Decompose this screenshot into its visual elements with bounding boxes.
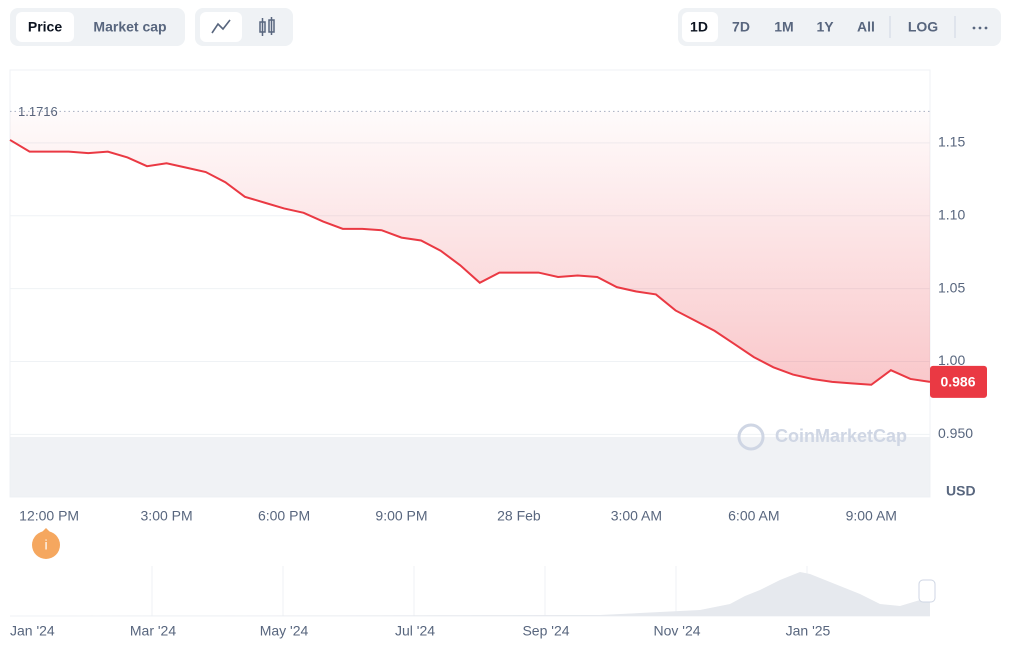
y-tick-label: 0.950 (938, 425, 973, 441)
price-line (9, 139, 931, 386)
range-button[interactable]: 1M (774, 19, 793, 35)
more-button[interactable] (972, 26, 988, 30)
candle-icon[interactable] (259, 17, 275, 36)
tab-active (16, 12, 74, 42)
x-tick-label: 9:00 AM (846, 508, 897, 524)
y-tick-label: 1.05 (938, 279, 965, 295)
y-tick-label: 1.10 (938, 206, 965, 222)
volume-band (10, 437, 930, 497)
view-tab[interactable]: Price (28, 19, 62, 35)
navigator-label: Mar '24 (130, 623, 176, 639)
range-button[interactable]: 1D (690, 19, 708, 35)
navigator-handle[interactable] (918, 579, 936, 603)
price-area (10, 111, 930, 385)
range-active (682, 12, 718, 42)
navigator-label: Jul '24 (395, 623, 435, 639)
price-badge (930, 365, 987, 398)
x-tick-label: 6:00 PM (258, 508, 310, 524)
price-badge-label: 0.986 (940, 374, 975, 390)
range-group (678, 8, 1001, 46)
navigator-label: May '24 (260, 623, 309, 639)
line-icon (211, 19, 231, 34)
range-button[interactable]: 1Y (816, 19, 834, 35)
unit-label: USD (946, 483, 976, 499)
watermark: CoinMarketCap (775, 426, 907, 446)
y-tick-label: 1.15 (938, 134, 965, 150)
x-tick-label: 12:00 PM (19, 508, 79, 524)
x-tick-label: 3:00 PM (141, 508, 193, 524)
range-button[interactable]: All (857, 19, 875, 35)
navigator-label: Jan '24 (10, 623, 55, 639)
x-tick-label: 28 Feb (497, 508, 541, 524)
y-tick-label: 1.00 (938, 352, 965, 368)
log-button[interactable]: LOG (908, 19, 938, 35)
x-tick-label: 6:00 AM (728, 508, 779, 524)
navigator-label: Nov '24 (653, 623, 700, 639)
navigator-label: Sep '24 (522, 623, 569, 639)
watermark-logo (737, 423, 765, 451)
range-button[interactable]: 7D (732, 19, 750, 35)
event-marker-text: i (44, 537, 47, 553)
navigator-area (10, 572, 930, 616)
x-tick-label: 9:00 PM (375, 508, 427, 524)
event-marker[interactable] (32, 531, 60, 559)
navigator-label: Jan '25 (786, 623, 831, 639)
x-tick-label: 3:00 AM (611, 508, 662, 524)
view-tab[interactable]: Market cap (93, 19, 166, 35)
